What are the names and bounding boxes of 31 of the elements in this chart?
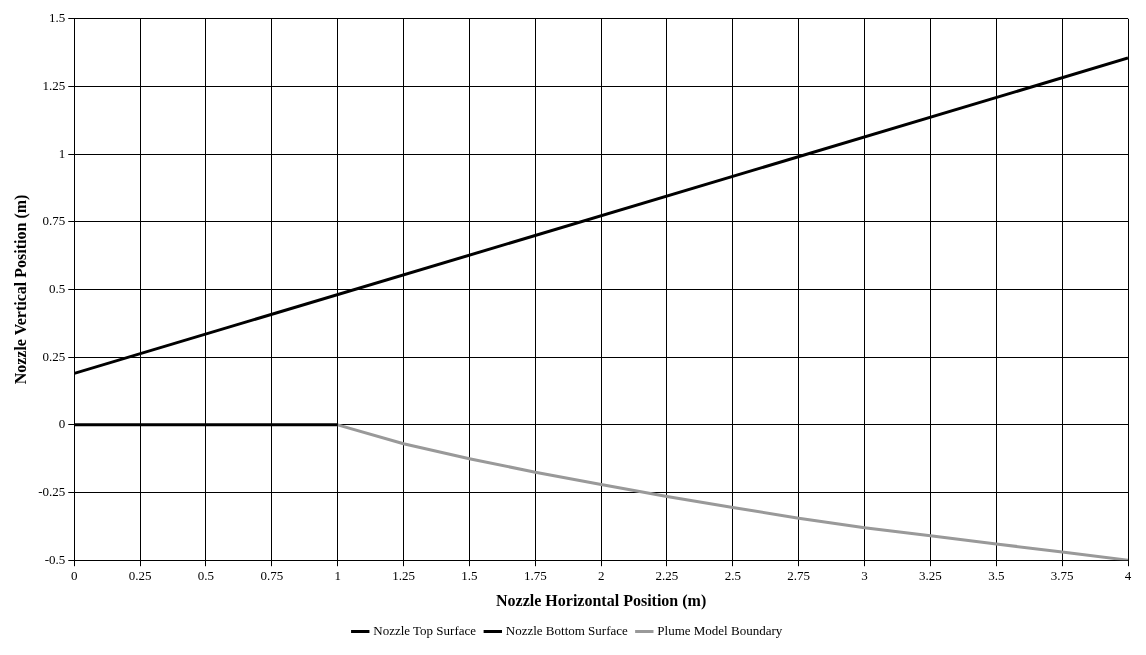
x-tick-label: 0.5 bbox=[197, 568, 215, 584]
legend-label: Nozzle Top Surface bbox=[373, 622, 477, 638]
y-tick-label: 0.25 bbox=[42, 348, 66, 364]
y-axis-title: Nozzle Vertical Position (m) bbox=[11, 194, 30, 385]
x-tick-label: 2.75 bbox=[787, 568, 811, 584]
x-tick-label: 4 bbox=[1124, 568, 1132, 584]
x-tick-label: 0 bbox=[71, 568, 78, 584]
x-tick-label: 2 bbox=[597, 568, 605, 584]
y-tick-label: 0.5 bbox=[49, 280, 66, 296]
x-tick-label: 3.5 bbox=[988, 568, 1005, 584]
y-tick-label: 0 bbox=[58, 416, 66, 432]
x-tick-label: 2.25 bbox=[655, 568, 679, 584]
x-tick-label: 0.25 bbox=[128, 568, 152, 584]
x-tick-label: 2.5 bbox=[724, 568, 741, 584]
x-tick-label: 1.5 bbox=[461, 568, 478, 584]
x-tick-label: 3.75 bbox=[1050, 568, 1074, 584]
x-tick-label: 0.75 bbox=[260, 568, 284, 584]
y-tick-label: 1.25 bbox=[42, 77, 66, 93]
x-axis-title: Nozzle Horizontal Position (m) bbox=[496, 591, 707, 610]
x-tick-label: 1 bbox=[334, 568, 341, 584]
legend-label: Plume Model Boundary bbox=[657, 622, 783, 638]
y-tick-label: 1 bbox=[58, 145, 66, 161]
x-tick-label: 1.25 bbox=[392, 568, 415, 584]
x-tick-label: 3.25 bbox=[919, 568, 942, 584]
y-tick-label: -0.25 bbox=[38, 483, 66, 499]
x-tick-label: 1.75 bbox=[523, 568, 547, 584]
y-tick-label: -0.5 bbox=[44, 551, 66, 567]
y-tick-label: 1.5 bbox=[49, 10, 66, 26]
y-tick-label: 0.75 bbox=[42, 213, 66, 229]
legend-label: Nozzle Bottom Surface bbox=[505, 622, 629, 638]
x-tick-label: 3 bbox=[861, 568, 868, 584]
